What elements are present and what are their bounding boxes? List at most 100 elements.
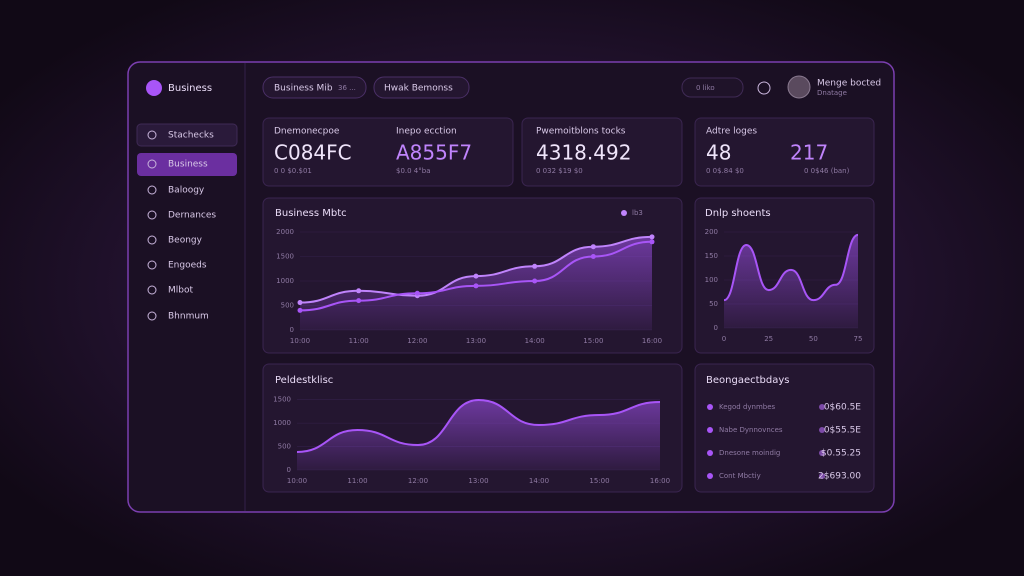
nav-item[interactable]: Business (168, 160, 208, 170)
nav-icon (147, 285, 157, 295)
point (590, 244, 596, 250)
x-tick-label: 10:00 (290, 337, 310, 345)
point (356, 288, 362, 294)
nav-item[interactable]: Engoeds (168, 261, 207, 271)
tab-label[interactable]: Business Mib (274, 84, 333, 94)
bullet (819, 427, 825, 433)
point (649, 234, 655, 240)
nav-item[interactable]: Beongy (168, 236, 203, 246)
nav-active-bg[interactable] (137, 153, 237, 176)
user-role: Dnatage (817, 89, 847, 97)
point (473, 273, 479, 279)
row-value: 0$55.5E (824, 426, 861, 436)
bullet (707, 427, 713, 433)
x-tick-label: 13:00 (468, 477, 488, 485)
nav-item[interactable]: Dernances (168, 211, 216, 221)
row-value: $0.55.25 (821, 449, 861, 459)
nav-icon (147, 311, 157, 321)
point (649, 239, 655, 245)
chart-title: Business Mbtc (275, 208, 347, 219)
row-value: 0$60.5E (824, 403, 861, 413)
avatar[interactable] (787, 75, 811, 99)
y-tick-label: 0 (290, 326, 294, 334)
bullet (819, 404, 825, 410)
y-tick-label: 1500 (273, 396, 291, 404)
point (532, 263, 538, 269)
settings-icon[interactable] (757, 81, 771, 95)
point (590, 254, 596, 259)
y-tick-label: 0 (714, 324, 718, 332)
row-value: 2$693.00 (818, 472, 861, 482)
bullet (707, 450, 713, 456)
nav-item[interactable]: Baloogy (168, 186, 205, 196)
stat-sub: 0 0 $0.$01 (274, 167, 312, 175)
user-name: Menge bocted (817, 79, 881, 89)
nav-item[interactable]: Stachecks (168, 131, 214, 141)
bullet (707, 404, 713, 410)
nav-icon (147, 130, 157, 140)
stat-value: 48 (706, 141, 731, 165)
row-label: Dnesone moindig (719, 449, 780, 457)
legend-label: lb3 (632, 209, 643, 217)
legend-swatch (621, 210, 627, 216)
x-tick-label: 16:00 (650, 477, 670, 485)
stat-sub: 0 0$46 (ban) (804, 167, 850, 175)
x-tick-label: 25 (764, 335, 773, 343)
bullet (819, 450, 825, 456)
y-tick-label: 500 (278, 443, 291, 451)
row-label: Kegod dynmbes (719, 403, 776, 411)
nav-icon (147, 210, 157, 220)
nav-icon (147, 235, 157, 245)
x-tick-label: 75 (854, 335, 863, 343)
logo (146, 80, 162, 96)
x-tick-label: 10:00 (287, 477, 307, 485)
x-tick-label: 12:00 (407, 337, 427, 345)
x-tick-label: 16:00 (642, 337, 662, 345)
nav-item[interactable]: Mlbot (168, 286, 193, 296)
activity-list: Kegod dynmbes 0$60.5E Nabe Dynnovnces 0$… (707, 403, 861, 482)
stat-label: Pwemoitblons tocks (536, 127, 626, 137)
nav-item-bg[interactable] (136, 123, 238, 147)
x-tick-label: 11:00 (347, 477, 367, 485)
nav-icon (147, 260, 157, 270)
x-tick-label: 12:00 (408, 477, 428, 485)
y-tick-label: 0 (287, 466, 291, 474)
tab[interactable] (373, 76, 470, 99)
y-tick-label: 200 (705, 228, 718, 236)
point (297, 300, 303, 306)
stat-label: Dnemonecpoe (274, 127, 340, 137)
point (297, 307, 303, 313)
search[interactable] (681, 77, 744, 98)
nav: Stachecks Business Baloogy Dernances Beo… (147, 130, 216, 322)
point (356, 298, 362, 304)
nav-item[interactable]: Bhnmum (168, 312, 209, 322)
stat-value: 217 (790, 141, 828, 165)
row-label: Nabe Dynnovnces (719, 426, 783, 434)
chart-title: Peldestklisc (275, 375, 333, 386)
y-tick-label: 100 (705, 276, 718, 284)
x-tick-label: 11:00 (349, 337, 369, 345)
line (723, 233, 859, 302)
tab-label[interactable]: Hwak Bemonss (384, 84, 453, 94)
stat-sub: 0 0$.84 $0 (706, 167, 744, 175)
row-label: Cont Mbctiy (719, 472, 761, 480)
stat-value: 4318.492 (536, 141, 631, 165)
y-tick-label: 150 (705, 252, 718, 260)
x-tick-label: 50 (809, 335, 818, 343)
x-tick-label: 14:00 (529, 477, 549, 485)
bullet (819, 473, 825, 479)
stat-sub: 0 032 $19 $0 (536, 167, 583, 175)
point (414, 290, 420, 296)
bullet (707, 473, 713, 479)
tab-badge: 36 ... (338, 84, 356, 92)
tab[interactable] (262, 76, 367, 99)
stat-card (521, 117, 683, 187)
y-tick-label: 1500 (276, 253, 294, 261)
search-label[interactable]: 0 liko (696, 84, 715, 92)
x-tick-label: 14:00 (525, 337, 545, 345)
stat-value: C084FC (274, 141, 352, 165)
stat-sub: $0.0 4°ba (396, 167, 431, 175)
list-title: Beongaectbdays (706, 375, 789, 386)
y-tick-label: 2000 (276, 228, 294, 236)
